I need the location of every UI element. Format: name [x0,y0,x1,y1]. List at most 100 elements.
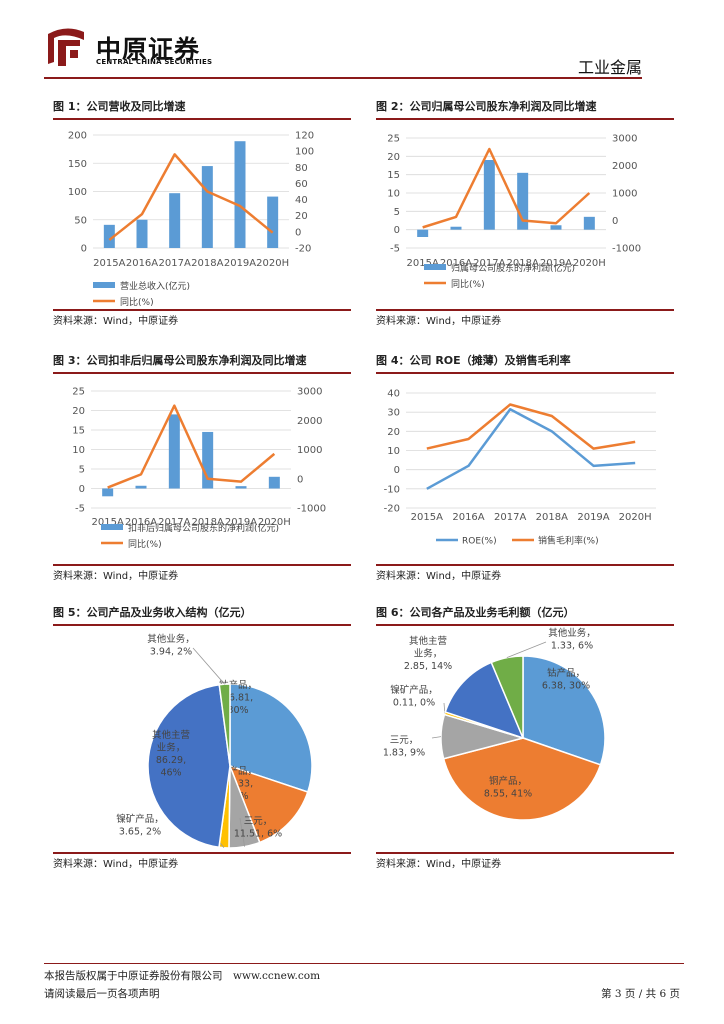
right-tick-label: -1000 [297,504,326,515]
slice-data-label: 三元， [244,816,273,827]
left-tick-label: 100 [68,187,87,198]
left-tick-label: 20 [72,406,85,417]
pie-slice [229,683,313,793]
left-tick-label: 10 [387,189,400,200]
figure-rule-bottom [376,309,674,311]
slice-data-label: 3.65, 2% [119,827,161,838]
x-tick-label: 2016A [125,517,157,528]
figure-4-panel: 图 4：公司 ROE（摊薄）及销售毛利率 -20 -10 0 10 20 30 40 2015… [376,352,674,588]
left-tick-label: 25 [387,134,400,145]
leader-line [192,647,225,685]
y-tick-label: 40 [387,389,400,400]
right-tick-label: 0 [295,227,301,238]
x-tick-label: 2015A [92,517,124,528]
x-tick-label: 2016A [452,512,484,523]
legend-label: 归属母公司股东的净利润(亿元) [451,262,575,274]
legend-label: ROE(%) [462,537,497,547]
figure-5-source: 资料来源：Wind，中原证券 [53,859,179,870]
bar [417,229,429,237]
bar [268,476,280,489]
slice-data-label: 钴产品， [547,667,585,679]
x-tick-label: 2019A [540,258,572,269]
section-title: 工业金属 [577,58,642,77]
left-tick-label: 0 [394,225,400,236]
pie-slice [228,764,309,844]
figure-4-source: 资料来源：Wind，中原证券 [376,571,502,582]
pie-slice [442,737,602,821]
slice-data-label: 3.94, 2% [150,647,192,658]
right-tick-label: 60 [295,179,308,190]
x-tick-label: 2019A [224,258,256,269]
brand-name-en: CENTRAL CHINA SECURITIES [96,58,213,66]
x-tick-label: 2018A [191,258,223,269]
footer-disclaimer-note: 请阅读最后一页各项声明 [44,988,160,1000]
leader-line [239,817,245,847]
figure-5-panel: 图 5：公司产品及业务收入结构（亿元） 钴产品， 56.81, 30% 铜产品， 26.… [53,604,351,876]
left-tick-label: 0 [79,484,85,495]
slice-data-label: 11.51, 6% [234,829,282,840]
brand-name-cn: 中原证券 [96,35,201,64]
x-tick-label: 2015A [93,258,125,269]
bar [136,219,148,248]
figure-1-chart: 0 50 100 150 200 -20 0 20 40 60 80 100 120 2015A 2016A… [68,131,314,309]
left-tick-label: 0 [81,244,87,255]
legend-label: 同比(%) [451,278,485,290]
pie-slice [218,683,231,767]
right-tick-label: 40 [295,195,308,206]
slice-data-label: 其他主营 [409,635,447,647]
slice-data-label: 业务， [414,648,443,660]
right-tick-label: 120 [295,131,314,142]
figure-rule-top [376,118,674,120]
pie-slice [490,655,524,739]
y-tick-label: 20 [387,427,400,438]
legend-swatch [93,282,115,288]
y-tick-label: -20 [384,504,400,515]
slice-data-label: 三元， [390,735,419,746]
right-tick-label: -1000 [612,244,641,255]
figure-2-chart: -5 0 5 10 15 20 25 -1000 0 1000 2000 3000 2015A 2016A… [387,134,641,291]
figure-rule-bottom [376,852,674,854]
series-line [108,153,274,241]
legend-label: 同比(%) [128,538,162,550]
series-line [426,408,636,490]
slice-data-label: 其他业务， [548,627,596,639]
x-tick-label: 2020H [258,517,291,528]
bar [235,486,247,489]
figure-6-source: 资料来源：Wind，中原证券 [376,859,502,870]
left-tick-label: 15 [387,170,400,181]
figure-rule-top [53,372,351,374]
slice-data-label: 2.85, 14% [404,661,452,672]
figure-rule-top [53,624,351,626]
x-tick-label: 2017A [473,258,505,269]
pie-slice [522,655,606,766]
right-tick-label: 2000 [297,416,322,427]
figure-3-source: 资料来源：Wind，中原证券 [53,571,179,582]
x-tick-label: 2018A [507,258,539,269]
figure-3-title: 图 3：公司扣非后归属母公司股东净利润及同比增速 [53,354,307,367]
y-tick-label: -10 [384,484,400,495]
slice-data-label: 86.29, [156,755,186,766]
slice-data-label: 46% [160,768,181,779]
slice-data-label: 8.55, 41% [484,789,532,800]
pie-slice [444,661,525,740]
figure-5-title: 图 5：公司产品及业务收入结构（亿元） [53,606,252,619]
figure-rule-top [53,118,351,120]
left-tick-label: 150 [68,159,87,170]
slice-data-label: 镍矿产品， [390,684,438,696]
figure-4-chart: -20 -10 0 10 20 30 40 2015A 2016A 2017A 2018A 2019A… [384,389,656,547]
right-tick-label: 3000 [297,387,322,398]
company-logo [48,28,84,66]
figure-rule-bottom [53,309,351,311]
x-tick-label: 2020H [573,258,606,269]
bar [135,485,147,489]
legend-label: 扣非后归属母公司股东的净利润(亿元) [128,522,279,534]
x-tick-label: 2020H [619,512,652,523]
bar [483,160,495,230]
legend-label: 销售毛利率(%) [538,535,599,547]
left-tick-label: 25 [72,387,85,398]
right-tick-label: 20 [295,211,308,222]
x-tick-label: 2017A [158,517,190,528]
figure-1-source: 资料来源：Wind，中原证券 [53,316,179,327]
bar [102,488,114,497]
bar [202,431,214,489]
